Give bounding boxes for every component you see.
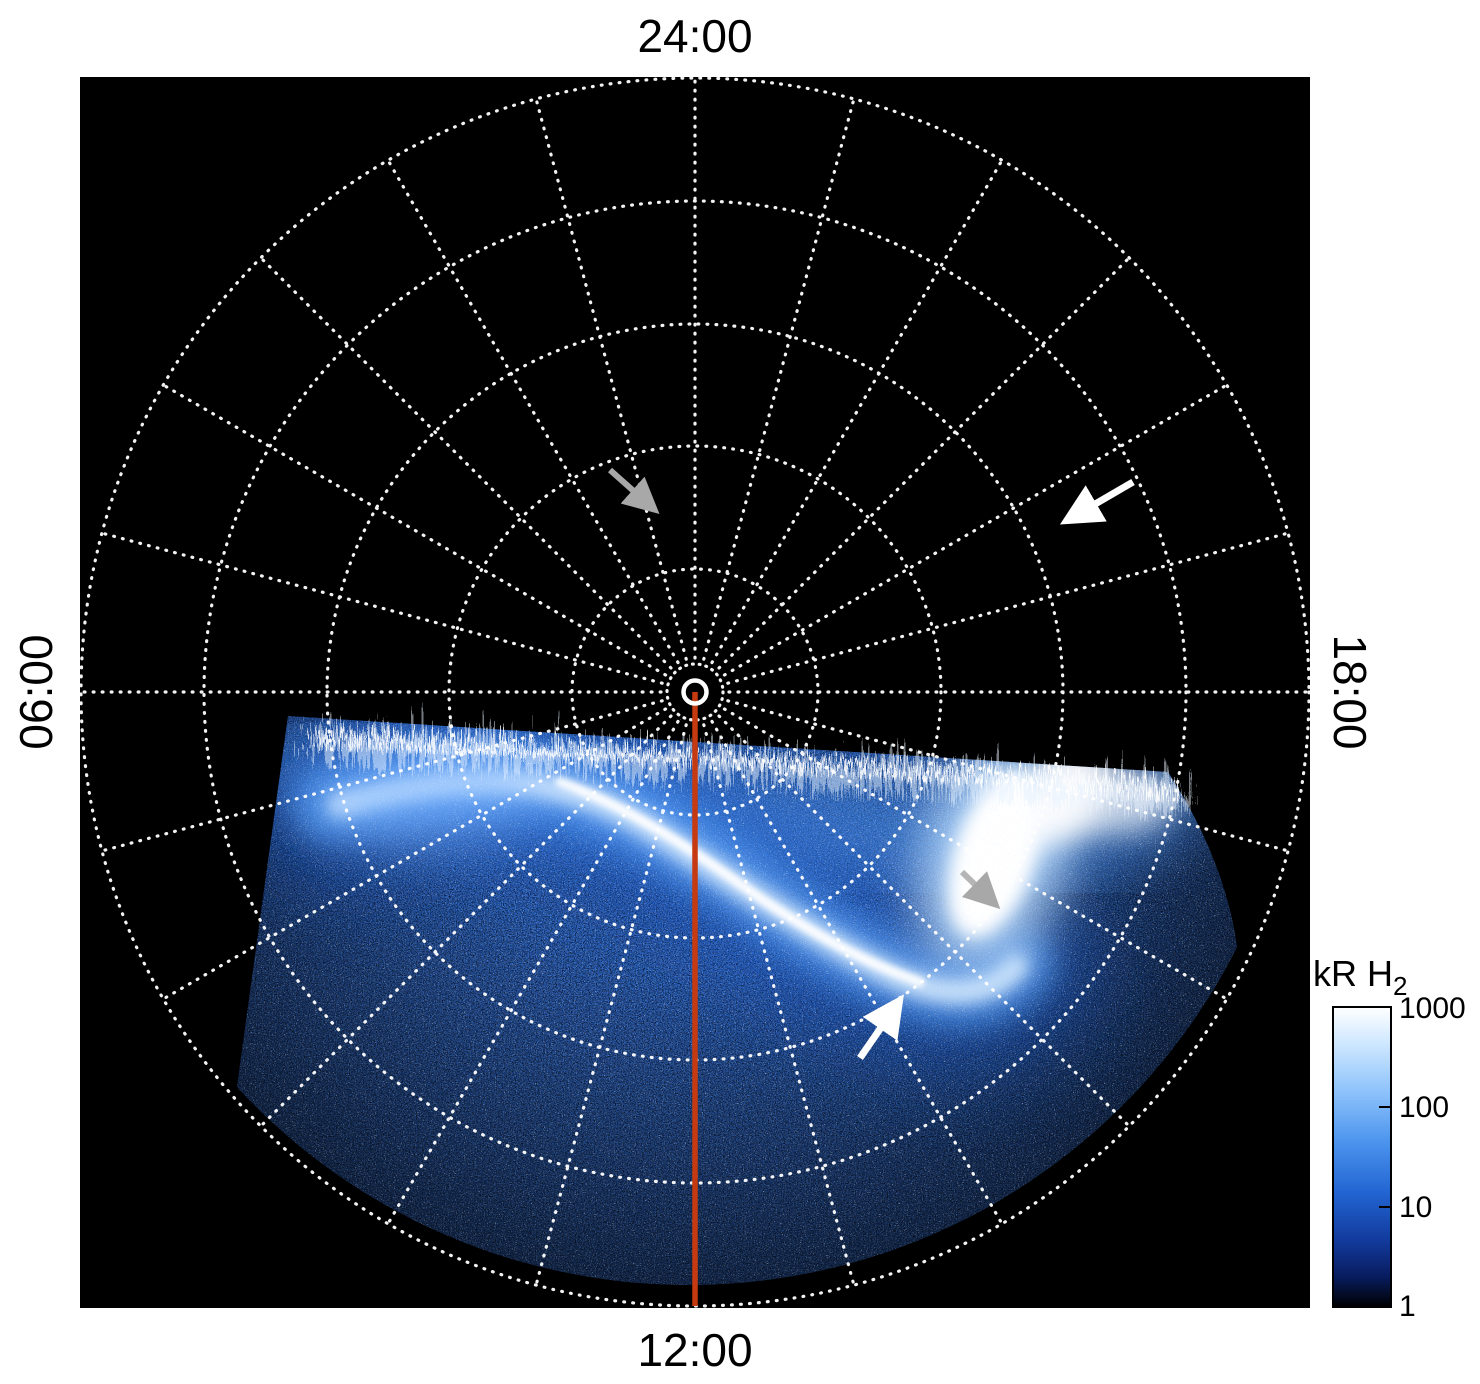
colorbar-tick-label-10: 10 bbox=[1399, 1191, 1432, 1224]
grid-circle-4 bbox=[202, 199, 1188, 1185]
fringe-spikes bbox=[294, 720, 1166, 785]
gray-arrow-annotation-1 bbox=[608, 467, 660, 514]
grid-circle-pole bbox=[665, 662, 725, 722]
poleward-fringe bbox=[294, 712, 1167, 793]
colorbar-title: kR H2 bbox=[1313, 953, 1407, 1001]
colorbar-tick-label-100: 100 bbox=[1399, 1091, 1449, 1124]
gray-arrow-annotation-2 bbox=[959, 869, 1001, 910]
local-time-label-right: 18:00 bbox=[1324, 634, 1376, 749]
colorbar-title-main: kR H bbox=[1313, 953, 1393, 994]
colorbar-tick-label-1: 1 bbox=[1399, 1290, 1416, 1323]
local-time-label-left: 06:00 bbox=[10, 634, 62, 749]
colorbar-title-subscript: 2 bbox=[1393, 971, 1407, 1001]
local-time-label-top: 24:00 bbox=[637, 10, 752, 62]
white-arrow-annotation-1 bbox=[1059, 478, 1135, 525]
annotation-arrows bbox=[608, 467, 1135, 1060]
colorbar-tick-label-1000: 1000 bbox=[1399, 992, 1466, 1025]
colorbar-gradient bbox=[1332, 1006, 1392, 1308]
local-time-label-bottom: 12:00 bbox=[637, 1324, 752, 1376]
colorbar: kR H2 1000 100 10 1 bbox=[1313, 953, 1466, 1323]
white-arrow-annotation-2 bbox=[857, 994, 904, 1060]
pole-marker bbox=[681, 678, 709, 706]
